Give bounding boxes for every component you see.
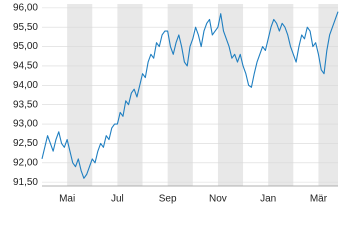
y-tick-label: 92,00 [13, 157, 38, 168]
y-tick-label: 93,50 [13, 99, 38, 110]
x-tick-label: Mär [310, 194, 328, 205]
month-band [167, 4, 193, 186]
y-tick-label: 95,00 [13, 41, 38, 52]
month-band [217, 4, 244, 186]
x-tick-label: Sep [159, 194, 177, 205]
price-line [41, 11, 339, 179]
month-band [318, 4, 338, 186]
y-tick-label: 95,50 [13, 22, 38, 33]
x-tick-label: Nov [209, 194, 227, 205]
y-tick-label: 92,50 [13, 138, 38, 149]
y-tick-label: 91,50 [13, 177, 38, 188]
month-band [268, 4, 294, 186]
month-band [117, 4, 143, 186]
chart: 91,50 92,00 92,50 93,00 93,50 94,00 94,50 95,00… [13, 3, 339, 205]
y-tick-label: 94,50 [13, 61, 38, 72]
y-tick-label: 94,00 [13, 80, 38, 91]
x-tick-label: Mai [59, 194, 75, 205]
x-tick-label: Jul [111, 194, 124, 205]
y-tick-label: 93,00 [13, 119, 38, 130]
x-tick-label: Jan [260, 194, 276, 205]
month-band [67, 4, 93, 186]
y-tick-label: 96,00 [13, 3, 38, 14]
